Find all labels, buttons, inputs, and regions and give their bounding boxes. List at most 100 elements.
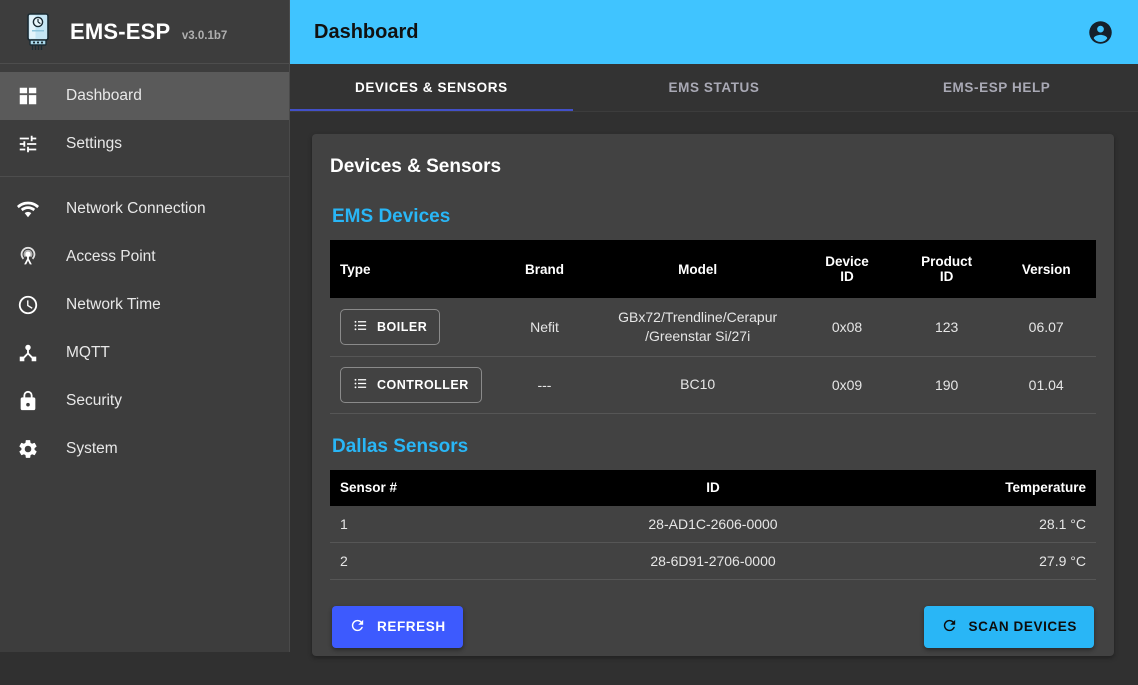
tab-ems-esp-help[interactable]: EMS-ESP HELP: [942, 80, 1051, 95]
dallas-sensors-table: Sensor # ID Temperature 1 28-AD1C-2606-0…: [330, 469, 1096, 580]
content-area: Devices & Sensors EMS Devices Type Brand…: [290, 112, 1138, 685]
tab-ems-status[interactable]: EMS STATUS: [668, 80, 760, 95]
column-header-brand: Brand: [490, 240, 599, 298]
column-header-sensor-number: Sensor #: [330, 469, 537, 506]
ems-devices-table-head: Type Brand Model Device ID Product ID: [330, 240, 1096, 298]
device-type-cell: BOILER: [330, 298, 491, 357]
device-model-line2: /Greenstar Si/27i: [645, 327, 751, 344]
device-model-line1: GBx72/Trendline/Cerapur: [618, 309, 778, 325]
sidebar-item-label: Dashboard: [66, 87, 142, 105]
wifi-icon: [16, 197, 40, 221]
brand-version: v3.0.1b7: [181, 29, 228, 42]
sensor-id-cell: 28-AD1C-2606-0000: [536, 505, 890, 543]
device-version-cell: 06.07: [996, 298, 1096, 357]
list-bulleted-icon: [353, 376, 368, 394]
sidebar-item-label: Network Connection: [66, 200, 206, 218]
brand-header: EMS-ESP v3.0.1b7: [0, 0, 289, 64]
sensor-temperature-cell: 27.9 °C: [889, 542, 1096, 580]
device-type-label: BOILER: [377, 319, 428, 334]
sidebar-item-network-connection[interactable]: Network Connection: [0, 185, 289, 233]
table-row: CONTROLLER --- BC10 0x09 190 01.04: [330, 356, 1096, 414]
clock-icon: [16, 293, 40, 317]
sidebar-item-dashboard[interactable]: Dashboard: [0, 72, 289, 120]
sidebar-item-label: MQTT: [66, 344, 110, 362]
column-header-type: Type: [330, 240, 491, 298]
column-header-product-id: Product ID: [896, 240, 997, 298]
device-brand-cell: ---: [490, 356, 599, 414]
device-brand-cell: Nefit: [490, 298, 599, 357]
table-header-row: Type Brand Model Device ID Product ID: [330, 240, 1096, 298]
scan-devices-button[interactable]: SCAN DEVICES: [923, 605, 1094, 648]
devices-sensors-card: Devices & Sensors EMS Devices Type Brand…: [312, 134, 1114, 656]
device-model-cell: GBx72/Trendline/Cerapur /Greenstar Si/27…: [598, 298, 798, 357]
app-bar: Dashboard: [290, 0, 1138, 64]
account-circle-icon[interactable]: [1087, 19, 1114, 46]
refresh-button-label: REFRESH: [377, 619, 446, 635]
refresh-icon: [941, 617, 958, 637]
sidebar-item-label: Security: [66, 392, 122, 410]
device-hub-icon: [16, 341, 40, 365]
table-row: 2 28-6D91-2706-0000 27.9 °C: [330, 542, 1096, 580]
sidebar-primary-group: Dashboard Settings: [0, 64, 289, 176]
column-header-device-id-line2: ID: [840, 269, 854, 284]
lock-icon: [16, 389, 40, 413]
device-model-cell: BC10: [598, 356, 798, 414]
column-header-temperature: Temperature: [889, 469, 1096, 506]
sidebar-item-label: Network Time: [66, 296, 161, 314]
column-header-device-id: Device ID: [797, 240, 897, 298]
dallas-sensors-heading: Dallas Sensors: [332, 435, 469, 457]
dallas-sensors-table-body: 1 28-AD1C-2606-0000 28.1 °C 2 28-6D91-27…: [330, 505, 1096, 580]
column-header-device-id-line1: Device: [825, 254, 869, 269]
main-area: Dashboard DEVICES & SENSORS EMS STATUS E…: [290, 0, 1138, 685]
ems-devices-table-body: BOILER Nefit GBx72/Trendline/Cerapur /Gr…: [330, 298, 1096, 414]
dallas-sensors-table-head: Sensor # ID Temperature: [330, 469, 1096, 506]
table-row: BOILER Nefit GBx72/Trendline/Cerapur /Gr…: [330, 298, 1096, 357]
sidebar-item-label: Settings: [66, 135, 123, 153]
device-type-button-boiler[interactable]: BOILER: [340, 308, 441, 345]
tab-devices-sensors[interactable]: DEVICES & SENSORS: [290, 64, 573, 111]
column-header-model: Model: [598, 240, 798, 298]
device-version-cell: 01.04: [996, 356, 1096, 414]
sidebar-item-label: Access Point: [66, 248, 156, 266]
brand-title: EMS-ESP: [70, 18, 171, 44]
sidebar-item-access-point[interactable]: Access Point: [0, 233, 289, 281]
tab-bar: DEVICES & SENSORS EMS STATUS EMS-ESP HEL…: [290, 64, 1138, 112]
sidebar-secondary-group: Network Connection Access Point Network …: [0, 177, 289, 481]
device-type-cell: CONTROLLER: [330, 356, 491, 414]
sidebar-item-mqtt[interactable]: MQTT: [0, 329, 289, 377]
ems-devices-heading: EMS Devices: [332, 206, 451, 227]
sidebar-item-system[interactable]: System: [0, 425, 289, 473]
refresh-button[interactable]: REFRESH: [332, 605, 463, 648]
card-actions: REFRESH SCAN DEVICES: [330, 605, 1096, 648]
sensor-number-cell: 2: [330, 542, 537, 580]
column-header-sensor-id: ID: [536, 469, 890, 506]
list-bulleted-icon: [353, 318, 368, 336]
ems-devices-table: Type Brand Model Device ID Product ID: [330, 240, 1096, 414]
tune-sliders-icon: [16, 132, 40, 156]
device-id-cell: 0x08: [797, 298, 897, 357]
device-type-button-controller[interactable]: CONTROLLER: [340, 366, 482, 403]
boiler-icon: [20, 12, 56, 52]
gear-icon: [16, 437, 40, 461]
device-product-id-cell: 190: [896, 356, 997, 414]
sidebar-item-settings[interactable]: Settings: [0, 120, 289, 168]
sensor-id-cell: 28-6D91-2706-0000: [536, 542, 890, 580]
dashboard-grid-icon: [16, 84, 40, 108]
device-product-id-cell: 123: [896, 298, 997, 357]
sidebar: EMS-ESP v3.0.1b7 Dashboard Settings: [0, 0, 290, 652]
table-header-row: Sensor # ID Temperature: [330, 469, 1096, 506]
sidebar-item-network-time[interactable]: Network Time: [0, 281, 289, 329]
sidebar-divider: [0, 176, 289, 177]
device-type-label: CONTROLLER: [377, 377, 469, 392]
column-header-version: Version: [996, 240, 1096, 298]
device-id-cell: 0x09: [797, 356, 897, 414]
brand-title-wrap: EMS-ESP v3.0.1b7: [70, 19, 227, 45]
column-header-product-id-line1: Product: [921, 254, 973, 269]
card-title: Devices & Sensors: [330, 156, 502, 177]
page-title: Dashboard: [314, 20, 419, 43]
sensor-temperature-cell: 28.1 °C: [889, 505, 1096, 543]
refresh-icon: [349, 617, 366, 637]
sidebar-item-security[interactable]: Security: [0, 377, 289, 425]
column-header-product-id-line2: ID: [939, 269, 954, 284]
